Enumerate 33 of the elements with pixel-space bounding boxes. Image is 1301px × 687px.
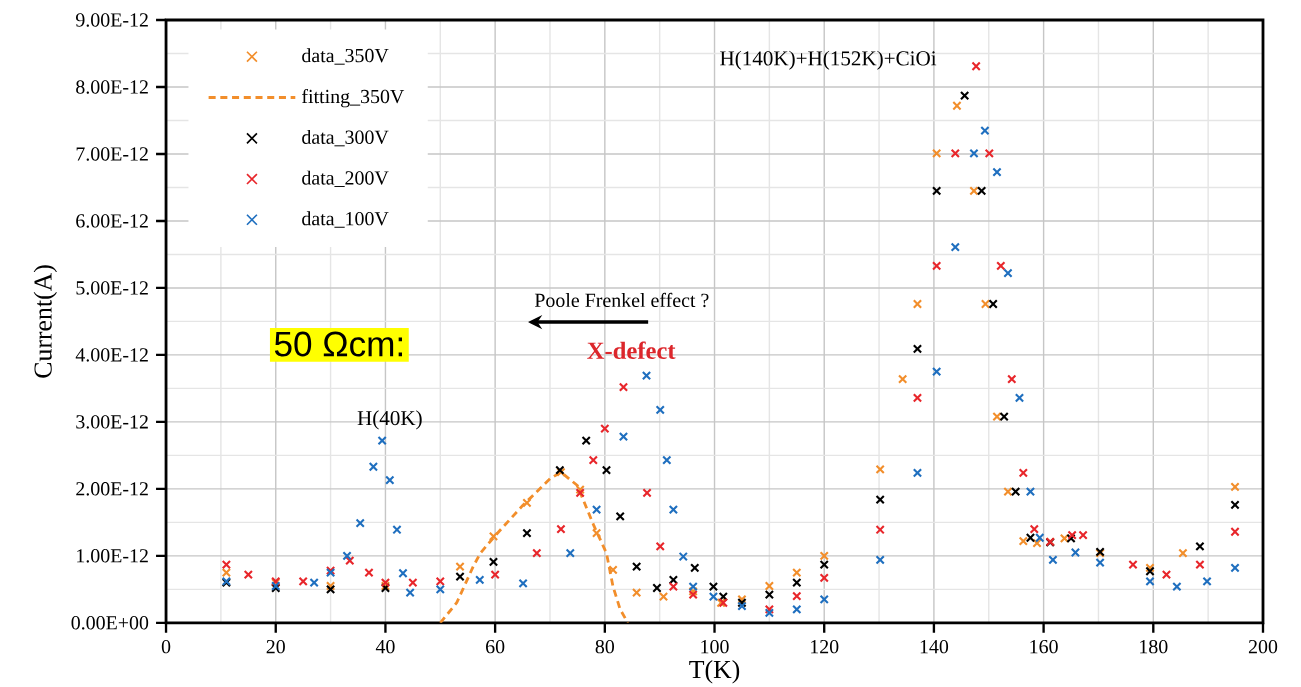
annotation: H(40K) bbox=[357, 410, 422, 430]
y-tick-label: 8.00E-12 bbox=[76, 80, 148, 94]
legend-label: data_200V bbox=[302, 170, 389, 188]
x-tick-label: 60 bbox=[486, 640, 505, 654]
x-tick-label: 160 bbox=[1030, 640, 1058, 654]
x-tick-label: 100 bbox=[701, 640, 729, 654]
y-tick-label: 4.00E-12 bbox=[75, 348, 148, 362]
annotation: 50 Ωcm: bbox=[274, 331, 402, 357]
annotation: Poole Frenkel effect ? bbox=[534, 292, 709, 308]
y-tick-label: 2.00E-12 bbox=[76, 482, 148, 496]
x-tick-label: 40 bbox=[375, 640, 395, 654]
x-tick-label: 140 bbox=[920, 640, 949, 654]
y-axis-title: Current(A) bbox=[33, 265, 57, 378]
x-tick-label: 0 bbox=[161, 640, 171, 654]
y-tick-label: 0.00E+00 bbox=[71, 616, 149, 630]
y-tick-label: 3.00E-12 bbox=[76, 415, 148, 429]
y-tick-label: 5.00E-12 bbox=[76, 281, 148, 295]
y-tick-label: 6.00E-12 bbox=[76, 214, 148, 228]
x-tick-label: 200 bbox=[1248, 640, 1278, 654]
x-tick-label: 20 bbox=[266, 640, 285, 654]
y-tick-label: 1.00E-12 bbox=[77, 549, 148, 563]
x-axis-title: T(K) bbox=[689, 660, 740, 684]
legend-label: data_100V bbox=[302, 211, 389, 228]
y-tick-label: 9.00E-12 bbox=[75, 13, 148, 27]
y-tick-label: 7.00E-12 bbox=[76, 147, 148, 161]
legend-label: fitting_350V bbox=[302, 89, 405, 108]
legend-label: data_350V bbox=[302, 48, 389, 65]
x-tick-label: 180 bbox=[1140, 640, 1168, 654]
annotation: H(140K)+H(152K)+CiOi bbox=[720, 50, 937, 70]
x-tick-label: 80 bbox=[595, 640, 615, 654]
annotation: X-defect bbox=[587, 341, 676, 360]
x-tick-label: 120 bbox=[811, 640, 839, 654]
legend-label: data_300V bbox=[302, 130, 389, 147]
